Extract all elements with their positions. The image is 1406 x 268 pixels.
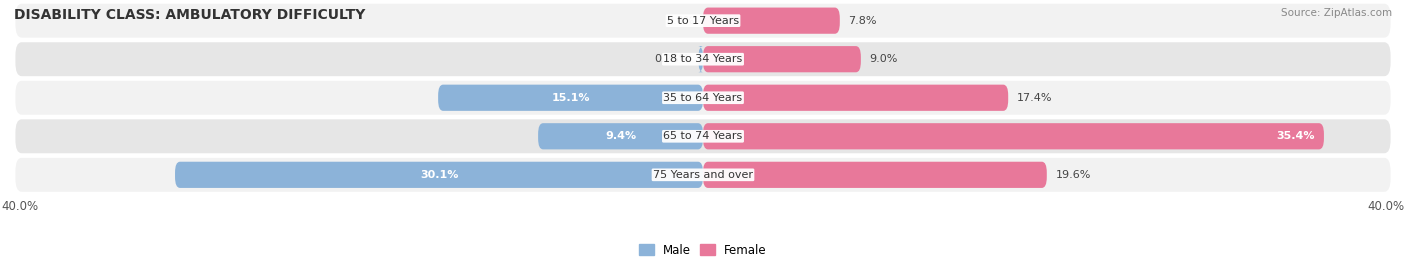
- Text: 65 to 74 Years: 65 to 74 Years: [664, 131, 742, 141]
- FancyBboxPatch shape: [15, 119, 1391, 153]
- Text: 0.26%: 0.26%: [654, 54, 690, 64]
- FancyBboxPatch shape: [174, 162, 703, 188]
- FancyBboxPatch shape: [439, 85, 703, 111]
- Text: 5 to 17 Years: 5 to 17 Years: [666, 16, 740, 26]
- FancyBboxPatch shape: [703, 85, 1008, 111]
- Text: 75 Years and over: 75 Years and over: [652, 170, 754, 180]
- Text: 35.4%: 35.4%: [1277, 131, 1315, 141]
- Text: 0.0%: 0.0%: [666, 16, 695, 26]
- FancyBboxPatch shape: [703, 46, 860, 72]
- FancyBboxPatch shape: [15, 158, 1391, 192]
- FancyBboxPatch shape: [703, 8, 839, 34]
- Text: 19.6%: 19.6%: [1056, 170, 1091, 180]
- FancyBboxPatch shape: [703, 162, 1047, 188]
- FancyBboxPatch shape: [15, 42, 1391, 76]
- Text: DISABILITY CLASS: AMBULATORY DIFFICULTY: DISABILITY CLASS: AMBULATORY DIFFICULTY: [14, 8, 366, 22]
- FancyBboxPatch shape: [538, 123, 703, 149]
- Text: 30.1%: 30.1%: [420, 170, 458, 180]
- Text: 15.1%: 15.1%: [551, 93, 591, 103]
- Text: 7.8%: 7.8%: [849, 16, 877, 26]
- Text: 40.0%: 40.0%: [1368, 200, 1405, 213]
- FancyBboxPatch shape: [15, 81, 1391, 115]
- Legend: Male, Female: Male, Female: [634, 239, 772, 261]
- Text: Source: ZipAtlas.com: Source: ZipAtlas.com: [1281, 8, 1392, 18]
- FancyBboxPatch shape: [15, 4, 1391, 38]
- Text: 35 to 64 Years: 35 to 64 Years: [664, 93, 742, 103]
- Text: 9.0%: 9.0%: [870, 54, 898, 64]
- Text: 40.0%: 40.0%: [1, 200, 38, 213]
- Text: 17.4%: 17.4%: [1017, 93, 1053, 103]
- Text: 9.4%: 9.4%: [605, 131, 636, 141]
- FancyBboxPatch shape: [703, 123, 1324, 149]
- FancyBboxPatch shape: [699, 46, 703, 72]
- Text: 18 to 34 Years: 18 to 34 Years: [664, 54, 742, 64]
